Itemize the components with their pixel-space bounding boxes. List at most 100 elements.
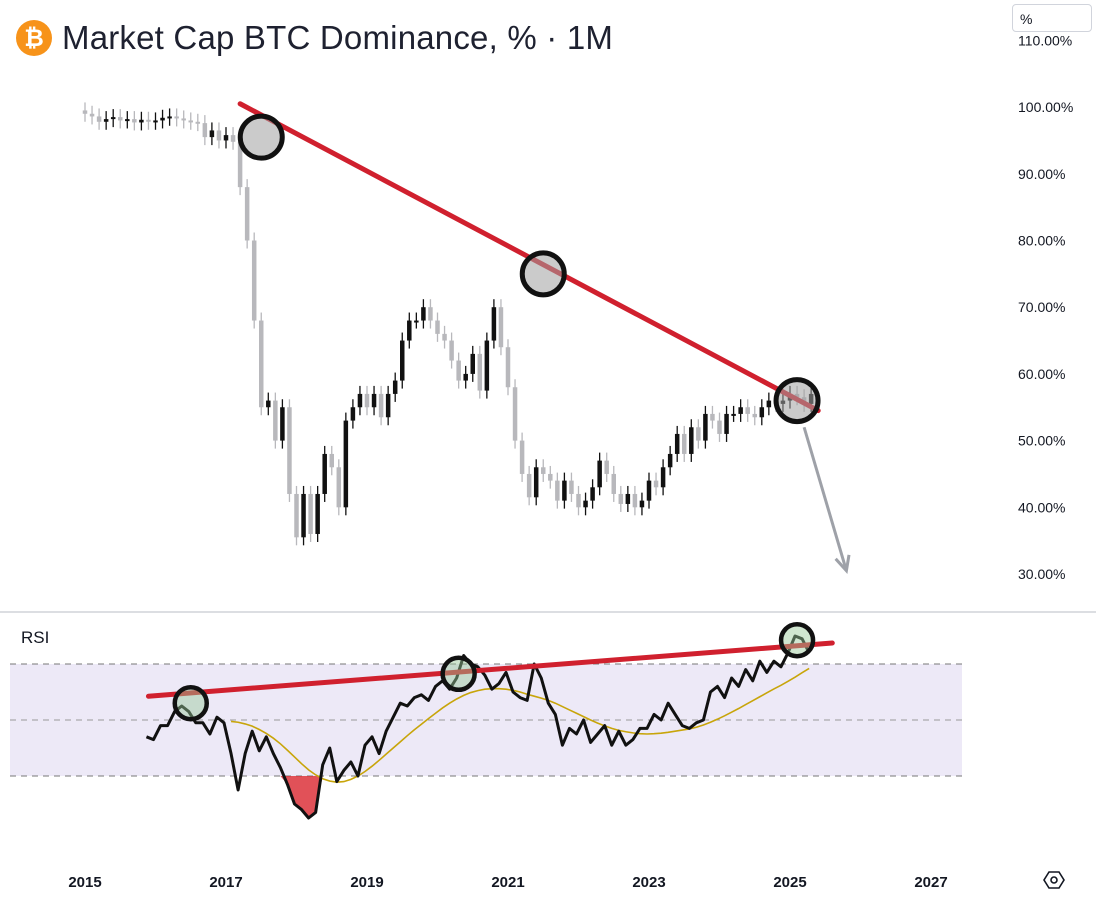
candle-body [125,119,130,122]
candle-body [548,473,553,481]
y-tick-label: 110.00% [1018,32,1072,48]
y-tick-label: 30.00% [1018,566,1065,582]
candle-body [407,320,412,341]
candle-body [484,340,490,391]
candle-body [653,480,659,488]
candle-body [153,120,158,123]
candle-body [555,480,560,501]
candle-body [195,121,201,124]
y-tick-label: 90.00% [1018,166,1065,182]
candle-body [639,500,645,508]
candle-body [611,473,616,494]
candle-body [505,347,511,388]
candle-body [392,380,398,394]
y-tick-label: 60.00% [1018,366,1065,382]
y-tick-label: 100.00% [1018,99,1073,115]
candle-body [583,500,588,508]
rsi-trendline [145,640,835,699]
candle-body [308,493,313,534]
candle-body [146,119,151,122]
candle-body [343,420,349,508]
candle-body [273,400,278,441]
chart-title: Market Cap BTC Dominance, % · 1M [62,19,614,56]
candle-body [294,493,299,538]
candle-body [463,373,468,381]
candle-body [541,467,546,474]
candle-body [167,116,172,119]
candle-body [118,117,123,121]
candle-body [301,493,306,538]
candle-body [590,487,595,501]
x-tick-label: 2025 [773,874,806,891]
candle-body [604,460,609,474]
candle-body [449,340,454,361]
candle-body [660,467,666,488]
rsi-touch-point-circle [172,684,209,722]
candle-body [251,240,257,321]
candle-body [421,307,426,321]
candle-body [223,135,229,141]
touch-point-circle [773,377,821,425]
projection-arrow-shaft [802,426,848,572]
candle-body [632,493,638,508]
projection-arrow-head [834,554,851,574]
candle-body [357,393,363,408]
rsi-line [145,634,811,820]
candle-body [202,123,208,138]
candle-body [526,473,532,498]
bitcoin-icon: ₿ [16,20,52,56]
candle-body [703,413,708,441]
candle-body [160,117,165,121]
candle-body [244,187,250,241]
candle-body [646,480,652,501]
candle-body [696,427,701,441]
candle-body [456,360,461,381]
candle-body [385,393,391,418]
candle-body [181,118,186,121]
touch-point-circle [237,113,285,161]
candle-body [569,480,574,494]
candle-body [477,353,483,391]
unit-selector[interactable]: % [1012,4,1092,32]
candle-body [710,413,715,421]
candle-body [103,119,109,122]
candle-body [371,393,377,408]
rsi-touch-point-circle [440,655,477,693]
candle-body [533,467,539,498]
candle-body [428,307,433,321]
candle-body [378,393,384,418]
candle-body [110,117,116,120]
candle-body [216,130,222,141]
candle-body [329,453,334,468]
candle-body [682,433,687,454]
candle-body [174,116,179,119]
y-tick-label: 50.00% [1018,433,1065,449]
candle-body [724,413,729,434]
candle-body [280,407,285,441]
candle-body [287,407,292,494]
candle-body [259,320,264,408]
candle-body [414,320,419,323]
rsi-touch-point-circle [778,621,816,659]
time-axis: 2015 2017 2019 2021 2023 2025 2027 [68,874,947,891]
chart-header: ₿ Market Cap BTC Dominance, % · 1M [16,14,613,62]
candle-body [442,333,447,341]
settings-hexagon-icon[interactable] [1043,869,1065,891]
candle-body [82,110,88,114]
touch-point-circle [519,250,567,298]
candle-body [738,407,743,414]
candle-body [322,453,327,494]
candle-body [315,493,320,534]
y-tick-label: 70.00% [1018,299,1065,315]
candle-body [364,393,370,408]
candle-body [230,135,236,142]
rsi-indicator-label[interactable]: RSI [21,628,50,647]
candle-body [96,116,102,122]
x-tick-label: 2019 [350,874,383,891]
candle-body [562,480,567,501]
candle-body [519,440,525,474]
rsi-pane [10,621,962,820]
candle-body [336,467,342,508]
rsi-ma-line [230,667,810,783]
rsi-oversold-fill [273,776,323,818]
